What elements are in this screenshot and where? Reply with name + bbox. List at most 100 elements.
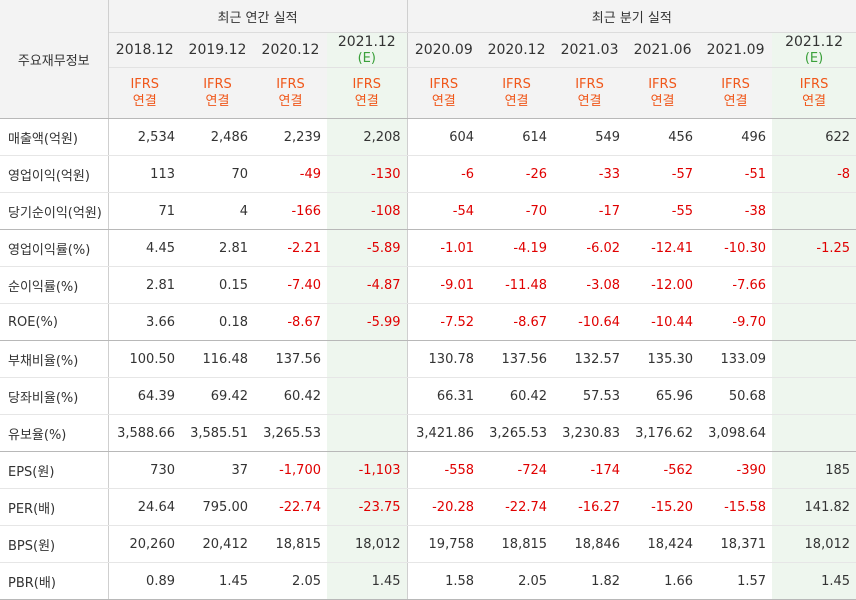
table-cell: 65.96 [626,377,700,415]
table-cell: 3,176.62 [626,414,700,452]
table-cell: -2.21 [254,229,327,267]
period-header: 2020.12 [480,32,554,68]
period-header-row: 2018.12 2019.12 2020.12 2021.12 (E) 2020.09 20… [0,32,856,68]
table-cell: 2,486 [181,118,254,156]
table-cell: 795.00 [181,488,254,526]
table-cell [772,414,856,452]
table-cell: -5.89 [327,229,408,267]
table-cell: -26 [480,155,554,193]
accounting-header-row: IFRS 연결 IFRS 연결 IFRS 연결 IFRS 연결 IFRS 연결 IFRS 연결 IFRS… [0,67,856,119]
table-cell: 2,534 [108,118,181,156]
accounting-standard: IFRS [575,77,604,92]
table-cell: 2.81 [181,229,254,267]
estimate-mark: (E) [357,50,376,66]
table-row: 순이익률(%) 2.81 0.15 -7.40 -4.87 -9.01 -11.48 -3.0… [0,266,856,304]
table-cell: 496 [699,118,773,156]
table-cell: 1.57 [699,562,773,600]
period-label: 2021.12 [785,33,843,50]
table-cell: 71 [108,192,181,230]
table-cell [772,340,856,378]
table-cell: -7.40 [254,266,327,304]
table-cell: -6.02 [553,229,627,267]
period-label: 2018.12 [115,42,174,58]
period-label: 2021.12 [337,33,396,50]
table-cell: 0.18 [181,303,254,341]
accounting-header: IFRS 연결 [772,67,856,119]
table-cell: 135.30 [626,340,700,378]
table-cell: 549 [553,118,627,156]
table-cell: 132.57 [553,340,627,378]
table-cell [327,414,408,452]
period-label: 2021.06 [633,42,692,58]
consolidation-scope: 연결 [132,94,157,109]
table-cell: 3,265.53 [254,414,327,452]
row-label: EPS(원) [0,451,109,489]
table-cell: 0.89 [108,562,181,600]
period-label: 2019.12 [188,42,247,58]
table-row: 유보율(%) 3,588.66 3,585.51 3,265.53 3,421.86 3,… [0,414,856,452]
table-cell: 614 [480,118,554,156]
table-cell: -12.41 [626,229,700,267]
accounting-header: IFRS 연결 [108,67,181,119]
row-label: 순이익률(%) [0,266,109,304]
accounting-header: IFRS 연결 [254,67,327,119]
table-cell: 1.58 [407,562,481,600]
table-cell: -10.44 [626,303,700,341]
accounting-standard: IFRS [721,77,750,92]
estimate-mark: (E) [804,50,824,66]
table-cell: 2.05 [480,562,554,600]
table-cell: -17 [553,192,627,230]
accounting-standard: IFRS [799,77,829,92]
table-cell: -7.66 [699,266,773,304]
table-cell: 2,208 [327,118,408,156]
table-cell: 18,012 [772,525,856,563]
accounting-standard: IFRS [352,77,382,92]
table-cell: 70 [181,155,254,193]
period-header: 2020.12 [254,32,327,68]
table-cell: 3,098.64 [699,414,773,452]
table-cell: 20,260 [108,525,181,563]
consolidation-scope: 연결 [723,94,748,109]
row-label: 당좌비율(%) [0,377,109,415]
table-body: 매출액(억원) 2,534 2,486 2,239 2,208 604 614 549 456 4… [0,118,856,600]
table-cell [327,377,408,415]
period-label: 2020.12 [487,42,546,58]
accounting-standard: IFRS [276,77,305,92]
table-row: 당좌비율(%) 64.39 69.42 60.42 66.31 60.42 57.53 65.… [0,377,856,415]
table-cell: 64.39 [108,377,181,415]
consolidation-scope: 연결 [354,94,379,109]
row-label: 매출액(억원) [0,118,109,156]
table-cell: -562 [626,451,700,489]
table-cell: -49 [254,155,327,193]
table-cell: 3,230.83 [553,414,627,452]
table-cell: 50.68 [699,377,773,415]
table-cell: -22.74 [254,488,327,526]
table-cell: 137.56 [480,340,554,378]
table-cell: 18,846 [553,525,627,563]
consolidation-scope: 연결 [205,94,230,109]
table-cell: 37 [181,451,254,489]
table-cell: 1.45 [772,562,856,600]
table-cell: 4 [181,192,254,230]
table-row: 영업이익률(%) 4.45 2.81 -2.21 -5.89 -1.01 -4.19 -6.0… [0,229,856,267]
row-label: PER(배) [0,488,109,526]
table-cell: 0.15 [181,266,254,304]
table-row: ROE(%) 3.66 0.18 -8.67 -5.99 -7.52 -8.67 -10.64… [0,303,856,341]
accounting-header: IFRS 연결 [553,67,627,119]
table-cell: -4.87 [327,266,408,304]
table-row: EPS(원) 730 37 -1,700 -1,103 -558 -724 -174 -562-… [0,451,856,489]
table-cell: 1.45 [181,562,254,600]
table-cell: -4.19 [480,229,554,267]
table-cell: -16.27 [553,488,627,526]
table-cell: -7.52 [407,303,481,341]
accounting-header: IFRS 연결 [480,67,554,119]
table-cell: 730 [108,451,181,489]
table-cell: -12.00 [626,266,700,304]
table-cell: -390 [699,451,773,489]
table-cell: 100.50 [108,340,181,378]
table-cell: -20.28 [407,488,481,526]
table-cell: -70 [480,192,554,230]
table-cell: 69.42 [181,377,254,415]
table-cell: 2.05 [254,562,327,600]
period-label: 2021.09 [706,42,765,58]
